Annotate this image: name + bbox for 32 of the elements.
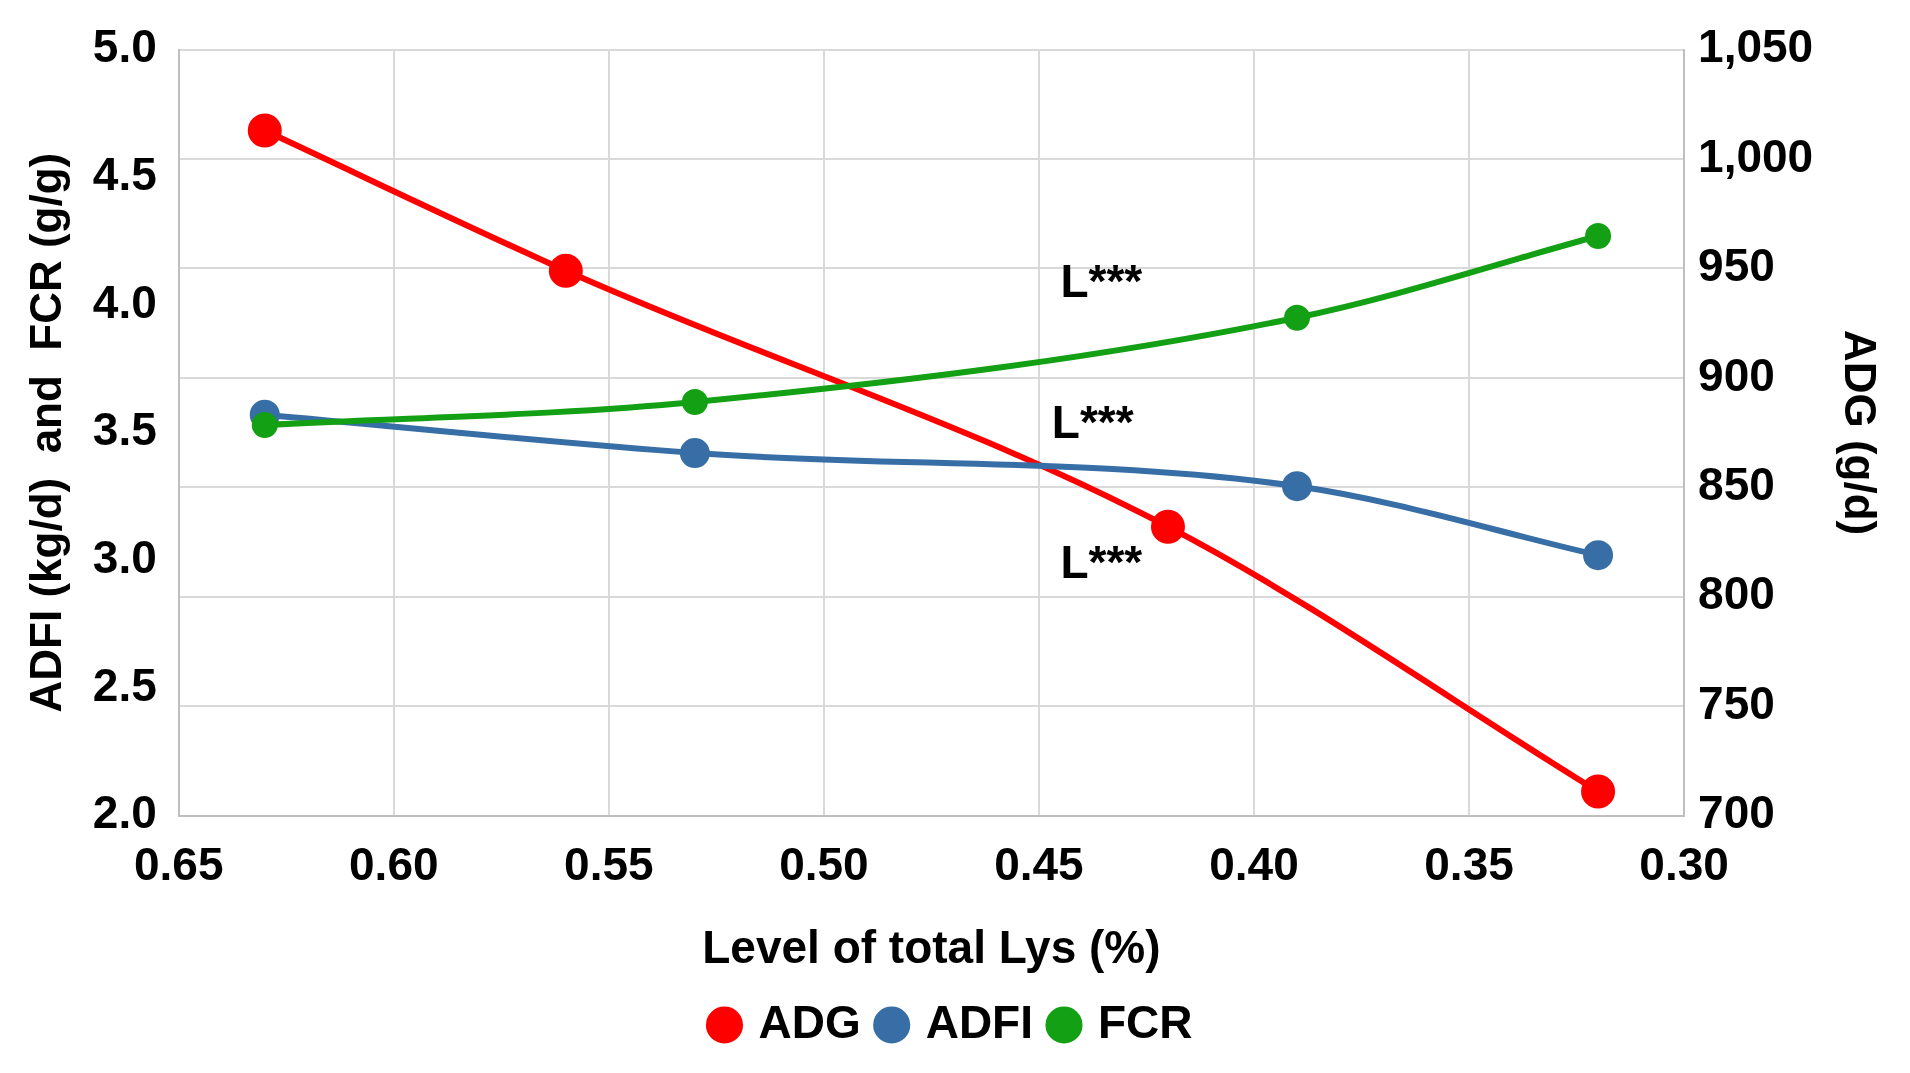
y-tick-label: 2.0	[92, 786, 157, 839]
y2-tick-label: 1,000	[1698, 129, 1814, 182]
x-tick-label: 0.55	[564, 837, 654, 890]
y2-tick-label: 700	[1698, 786, 1775, 839]
y-tick-label: 2.5	[92, 658, 157, 711]
annotation: L***	[1060, 255, 1143, 308]
y2-tick-label: 850	[1698, 458, 1775, 510]
y-tick-label: 4.5	[92, 147, 157, 200]
y2-axis-title: ADG (g/d)	[1836, 329, 1886, 536]
legend-label: ADG	[758, 995, 861, 1048]
annotation: L***	[1060, 536, 1143, 589]
y2-tick-label: 800	[1698, 567, 1775, 620]
y2-tick-label: 750	[1698, 676, 1775, 729]
y2-tick-label: 900	[1698, 348, 1775, 401]
y-axis-title: ADFI (kg/d) and FCR (g/g)	[20, 152, 70, 713]
legend-label: ADFI	[925, 995, 1034, 1048]
x-tick-label: 0.50	[779, 837, 869, 890]
annotation: L***	[1051, 395, 1134, 448]
x-tick-label: 0.40	[1209, 837, 1299, 890]
x-tick-label: 0.60	[349, 837, 439, 890]
x-tick-label: 0.30	[1639, 837, 1729, 890]
y2-tick-label: 1,050	[1698, 20, 1814, 73]
x-axis-title: Level of total Lys (%)	[702, 921, 1161, 974]
x-tick-label: 0.45	[994, 837, 1084, 890]
y-tick-label: 3.5	[92, 403, 157, 456]
y-tick-label: 5.0	[92, 20, 157, 73]
legend-label: FCR	[1098, 995, 1193, 1048]
x-tick-label: 0.35	[1424, 837, 1514, 890]
x-tick-label: 0.65	[133, 837, 224, 890]
y-tick-label: 3.0	[92, 530, 157, 583]
y-tick-label: 4.0	[92, 275, 157, 328]
y2-tick-label: 950	[1698, 239, 1775, 292]
